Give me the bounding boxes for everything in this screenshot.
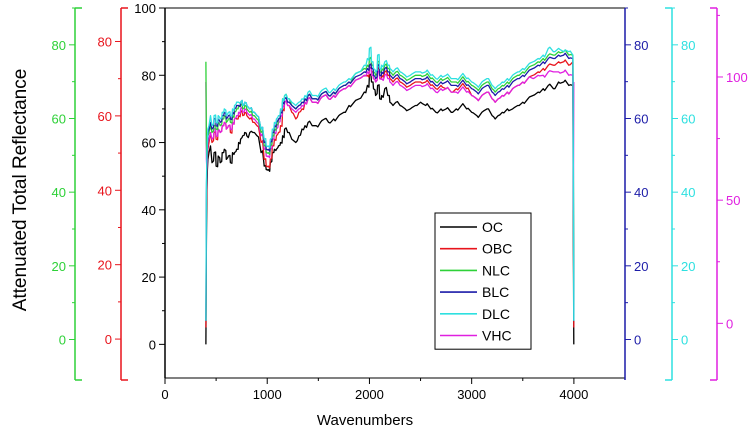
y-axis-cyan: 0 20 40 60 80 [665, 7, 695, 381]
x-axis-label: Wavenumbers [317, 412, 413, 429]
legend-label-blc: BLC [482, 284, 509, 300]
x-tick-label: 4000 [559, 387, 588, 402]
y-axis-magenta: 0 50 100 [710, 7, 748, 381]
legend-label-dlc: DLC [482, 306, 510, 322]
x-tick-label: 0 [161, 387, 168, 402]
y-tick-label: 40 [634, 185, 648, 200]
y-axis-green: 0 20 40 60 80 [52, 7, 82, 381]
y-tick-label: 80 [681, 38, 695, 53]
y-tick-label: 20 [52, 259, 66, 274]
y-tick-label: 60 [681, 111, 695, 126]
y-tick-label: 20 [142, 270, 156, 285]
legend-label-nlc: NLC [482, 262, 510, 278]
y-tick-label: 100 [134, 1, 156, 16]
y-axis-label: Attenuated Total Reflectance [10, 69, 31, 312]
y-tick-label: 60 [142, 136, 156, 151]
legend-label-vhc: VHC [482, 328, 512, 344]
y-tick-label: 80 [98, 34, 112, 49]
y-tick-label: 20 [634, 259, 648, 274]
y-tick-label: 40 [142, 203, 156, 218]
series-line-oc [205, 73, 575, 345]
x-tick-label: 3000 [457, 387, 486, 402]
y-tick-label: 80 [142, 68, 156, 83]
y-tick-label: 20 [98, 258, 112, 273]
legend-label-oc: OC [482, 219, 503, 235]
y-tick-label: 60 [98, 109, 112, 124]
x-tick-label: 2000 [355, 387, 384, 402]
y-tick-label: 40 [98, 183, 112, 198]
y-tick-label: 40 [52, 185, 66, 200]
legend-label-obc: OBC [482, 241, 512, 257]
y-tick-label: 80 [634, 38, 648, 53]
y-tick-label: 40 [681, 185, 695, 200]
y-tick-label: 0 [149, 337, 156, 352]
y-tick-label: 0 [726, 316, 733, 331]
x-tick-label: 1000 [253, 387, 282, 402]
series-line-vhc [205, 63, 575, 211]
y-axis-blue: 0 20 40 60 80 [624, 7, 648, 380]
y-tick-label: 20 [681, 259, 695, 274]
legend: OC OBC NLC BLC DLC VHC [434, 212, 532, 350]
y-tick-label: 60 [634, 111, 648, 126]
series-layer [205, 46, 575, 345]
y-tick-label: 80 [52, 38, 66, 53]
y-tick-label: 0 [105, 332, 112, 347]
legend-box [434, 212, 532, 350]
y-tick-label: 60 [52, 111, 66, 126]
y-tick-label: 100 [726, 70, 748, 85]
y-tick-label: 0 [59, 332, 66, 347]
y-tick-label: 0 [681, 332, 688, 347]
series-line-dlc [205, 46, 575, 321]
y-tick-label: 0 [634, 332, 641, 347]
y-axis-main: 0 20 40 60 80 100 [134, 1, 166, 378]
y-tick-label: 50 [726, 193, 740, 208]
axes-layer: 0 1000 2000 3000 400002040608010002040608002… [52, 1, 748, 402]
y-axis-red: 0 20 40 60 80 [98, 7, 128, 381]
